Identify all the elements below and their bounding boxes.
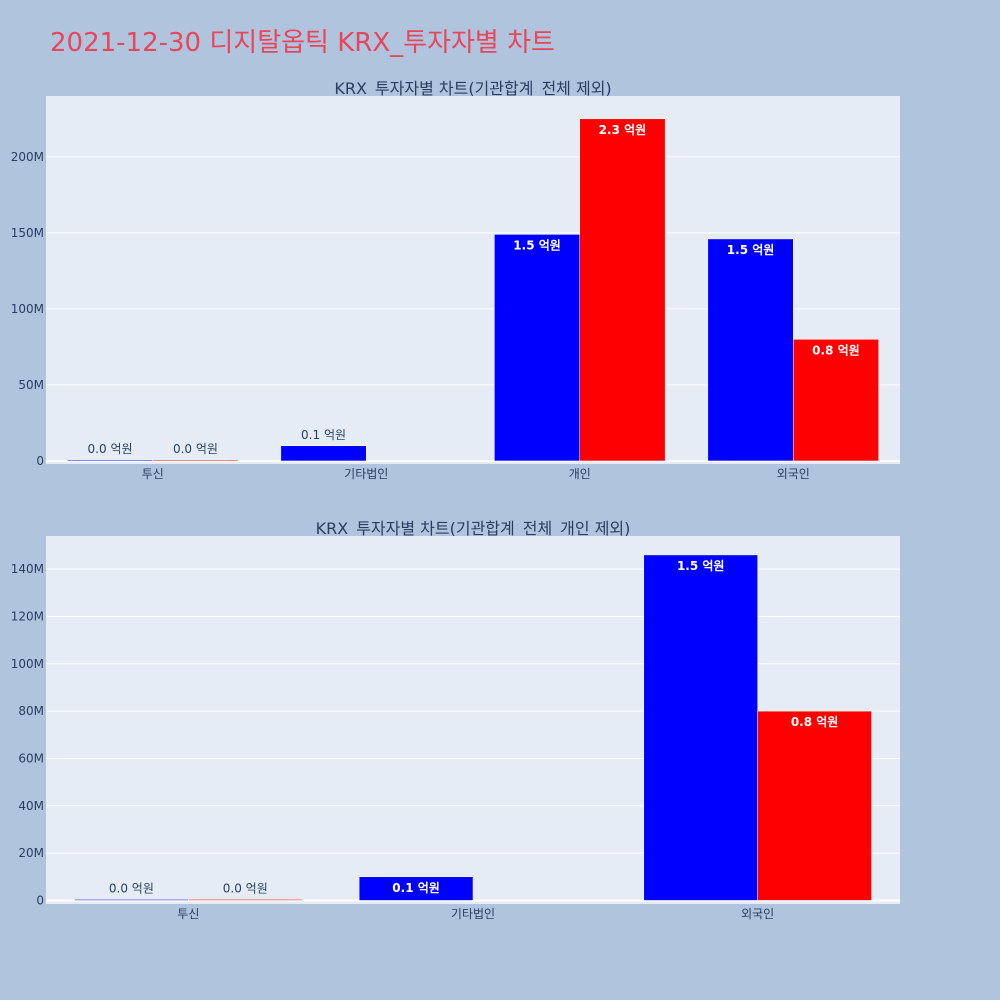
bar-data-label: 0.0 억원 [109, 881, 154, 895]
bar-data-label: 0.1 억원 [392, 881, 440, 895]
investor-chart-1: KRX_투자자별 차트(기관합계_전체 제외) 0 50M 100M 150M 200M 투… [11, 79, 900, 481]
y-tick-label: 0 [36, 893, 44, 907]
page-title: 2021-12-30 디지탈옵틱 KRX_투자자별 차트 [50, 28, 555, 58]
x-tick-label: 기타법인 [451, 907, 495, 921]
y-tick-label: 200M [11, 150, 44, 164]
y-tick-label: 0 [36, 454, 44, 468]
bar-data-label: 2.3 억원 [599, 123, 647, 137]
bar [188, 899, 303, 901]
bar [643, 554, 758, 901]
x-tick-label: 투신 [177, 907, 199, 921]
bar-data-label: 0.8 억원 [812, 343, 860, 357]
y-tick-label: 50M [18, 378, 44, 392]
bar [280, 445, 367, 462]
y-tick-label: 140M [11, 562, 44, 576]
x-tick-label: 기타법인 [344, 467, 388, 481]
bar [793, 339, 879, 462]
x-tick-label: 외국인 [777, 467, 810, 481]
bar-data-label: 1.5 억원 [677, 559, 725, 573]
y-tick-label: 120M [11, 609, 44, 623]
bar-data-label: 1.5 억원 [727, 243, 775, 257]
x-tick-label: 외국인 [741, 907, 774, 921]
y-tick-label: 100M [11, 302, 44, 316]
y-tick-label: 40M [18, 799, 44, 813]
bar [579, 118, 666, 462]
chart-title: KRX_투자자별 차트(기관합계_전체_개인 제외) [316, 519, 631, 539]
bar-data-label: 0.0 억원 [173, 442, 218, 456]
bar [74, 899, 189, 901]
y-tick-label: 150M [11, 226, 44, 240]
bar [707, 238, 794, 462]
bar [358, 876, 474, 901]
bar-data-label: 0.1 억원 [301, 428, 346, 442]
bar-data-label: 0.8 억원 [791, 715, 839, 729]
y-tick-label: 100M [11, 657, 44, 671]
bar [494, 234, 581, 462]
bar-data-label: 1.5 억원 [513, 238, 561, 252]
y-tick-label: 20M [18, 846, 44, 860]
bar [757, 710, 872, 901]
x-tick-label: 투신 [142, 467, 164, 481]
y-tick-label: 60M [18, 751, 44, 765]
bar-data-label: 0.0 억원 [223, 881, 268, 895]
bar [152, 459, 239, 462]
bar-data-label: 0.0 억원 [88, 442, 133, 456]
y-tick-label: 80M [18, 704, 44, 718]
chart-title: KRX_투자자별 차트(기관합계_전체 제외) [334, 79, 611, 99]
x-tick-label: 개인 [569, 467, 591, 481]
